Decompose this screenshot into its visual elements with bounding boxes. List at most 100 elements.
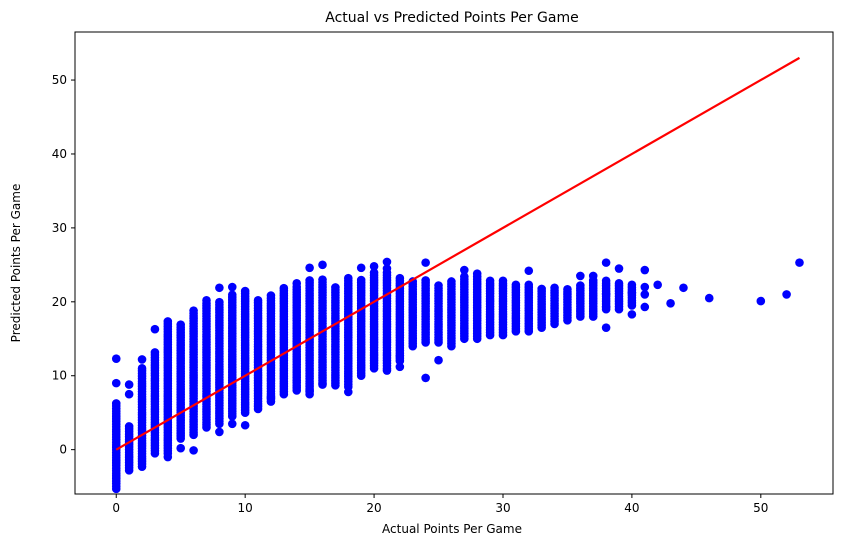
data-point xyxy=(150,324,160,334)
data-point xyxy=(137,364,147,373)
point-column xyxy=(189,306,198,440)
reference-line xyxy=(115,56,801,451)
data-point xyxy=(498,276,508,286)
data-point xyxy=(550,283,559,293)
data-point xyxy=(601,258,611,267)
data-point xyxy=(395,351,405,361)
point-column xyxy=(356,275,366,381)
data-point xyxy=(189,446,198,455)
point-column xyxy=(614,279,624,314)
point-column xyxy=(563,284,572,325)
data-point xyxy=(215,427,224,437)
data-point xyxy=(253,296,263,305)
data-point xyxy=(447,277,456,286)
point-column xyxy=(137,364,147,471)
point-column xyxy=(227,290,237,421)
data-point xyxy=(434,281,443,290)
data-point xyxy=(369,268,379,277)
data-point xyxy=(331,381,340,390)
data-point xyxy=(124,389,134,399)
data-point xyxy=(782,290,791,299)
point-column xyxy=(395,273,405,366)
data-point xyxy=(356,275,366,285)
data-point xyxy=(318,275,327,284)
data-point xyxy=(305,276,314,285)
point-column xyxy=(124,422,134,475)
data-point xyxy=(601,290,611,299)
data-point xyxy=(472,269,482,279)
data-point xyxy=(305,263,314,273)
data-point xyxy=(485,276,495,286)
point-column xyxy=(163,317,173,458)
data-point xyxy=(537,284,546,294)
data-point xyxy=(124,380,134,389)
point-column xyxy=(240,286,250,417)
data-point xyxy=(576,281,585,290)
y-tick-label: 20 xyxy=(52,295,67,309)
point-column xyxy=(434,281,443,347)
data-point xyxy=(627,310,637,319)
x-tick-label: 50 xyxy=(753,501,768,515)
data-point xyxy=(369,262,379,271)
point-column xyxy=(550,283,559,329)
data-point xyxy=(202,296,211,305)
point-column xyxy=(588,276,598,321)
point-column xyxy=(150,348,160,458)
data-point xyxy=(215,297,224,307)
data-point xyxy=(627,280,637,290)
x-tick-label: 20 xyxy=(366,501,381,515)
data-point xyxy=(614,279,624,288)
point-column xyxy=(318,275,327,388)
data-point xyxy=(421,258,430,267)
data-point xyxy=(137,355,147,364)
data-point xyxy=(563,284,572,294)
data-point xyxy=(653,280,662,290)
point-column xyxy=(576,281,585,321)
data-point xyxy=(227,290,237,300)
data-point xyxy=(279,283,289,293)
point-column xyxy=(253,296,263,414)
point-column xyxy=(331,283,340,388)
x-axis-label: Actual Points Per Game xyxy=(382,522,522,536)
data-point xyxy=(395,273,405,283)
point-column xyxy=(408,277,418,351)
data-point xyxy=(215,283,224,293)
data-point xyxy=(756,296,766,306)
data-point xyxy=(266,291,276,300)
data-point xyxy=(227,419,237,429)
data-point xyxy=(343,387,353,397)
data-point xyxy=(111,378,121,388)
y-tick-label: 40 xyxy=(52,147,67,161)
y-tick-label: 10 xyxy=(52,369,67,383)
point-column xyxy=(524,280,534,336)
data-point xyxy=(189,306,198,315)
data-point xyxy=(421,276,430,285)
point-column xyxy=(343,273,353,392)
data-point xyxy=(124,422,134,431)
data-point xyxy=(460,272,469,281)
y-tick-label: 0 xyxy=(59,443,67,457)
point-column xyxy=(292,282,302,395)
x-tick-label: 40 xyxy=(624,501,639,515)
data-point xyxy=(679,283,688,293)
data-point xyxy=(382,257,392,267)
data-point xyxy=(331,283,340,292)
point-column xyxy=(421,276,430,347)
y-tick-label: 30 xyxy=(52,221,67,235)
y-tick-label: 50 xyxy=(52,73,67,87)
x-axis: 0 10 20 30 40 50 xyxy=(112,494,768,515)
point-column xyxy=(176,320,186,443)
data-point xyxy=(640,290,650,299)
point-column xyxy=(498,276,508,340)
data-point xyxy=(292,279,302,288)
data-point xyxy=(511,280,521,290)
data-point xyxy=(176,443,186,453)
data-point xyxy=(576,271,585,281)
x-tick-label: 0 xyxy=(112,501,120,515)
chart-title: Actual vs Predicted Points Per Game xyxy=(325,10,578,26)
data-point xyxy=(588,271,598,281)
point-column xyxy=(266,291,276,406)
data-point xyxy=(266,393,276,403)
data-point xyxy=(240,420,250,430)
